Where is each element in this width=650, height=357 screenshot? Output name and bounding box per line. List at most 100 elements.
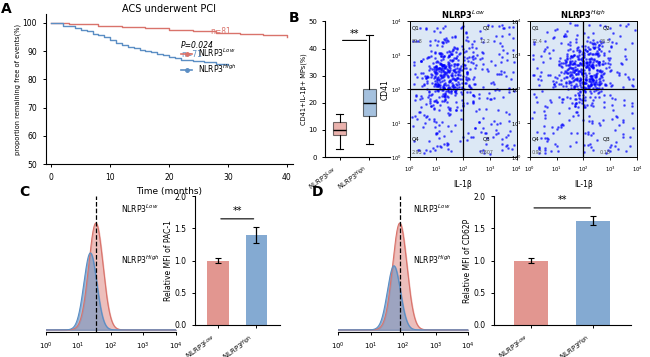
Point: [441, 82, 451, 87]
Point: [572, 66, 582, 72]
Point: [449, 67, 460, 72]
Y-axis label: proportion remaining free of events(%): proportion remaining free of events(%): [15, 24, 21, 155]
Point: [465, 85, 476, 91]
Point: [590, 79, 600, 85]
Point: [488, 134, 499, 140]
Point: [562, 28, 573, 34]
Point: [572, 47, 582, 52]
Point: [558, 60, 568, 66]
Point: [448, 47, 458, 53]
Point: [496, 60, 506, 65]
Point: [437, 83, 448, 89]
Text: C: C: [20, 186, 30, 200]
Point: [484, 97, 495, 102]
Point: [575, 80, 585, 86]
Point: [582, 102, 592, 107]
Point: [439, 71, 449, 76]
Point: [417, 84, 427, 89]
Text: 26.5: 26.5: [599, 39, 610, 44]
Point: [443, 52, 454, 58]
Point: [541, 136, 552, 141]
Point: [420, 74, 430, 79]
Point: [580, 43, 590, 49]
Point: [420, 121, 430, 126]
Point: [543, 72, 554, 78]
Point: [476, 35, 487, 41]
Point: [424, 149, 435, 154]
Point: [437, 62, 447, 67]
Point: [440, 23, 450, 29]
Point: [443, 146, 453, 152]
Y-axis label: Relative MFI of PAC-1: Relative MFI of PAC-1: [164, 220, 173, 301]
Point: [438, 54, 448, 59]
Point: [552, 148, 563, 154]
Point: [439, 86, 449, 91]
Point: [572, 62, 582, 68]
Point: [562, 41, 573, 47]
Point: [500, 143, 511, 149]
Point: [473, 91, 484, 97]
Point: [443, 88, 454, 94]
Point: [564, 61, 575, 67]
Point: [432, 77, 443, 83]
Point: [467, 92, 478, 98]
Point: [599, 60, 610, 65]
Point: [560, 31, 570, 37]
Point: [568, 52, 578, 58]
Point: [549, 27, 560, 33]
Point: [568, 49, 578, 54]
Point: [456, 25, 466, 31]
Point: [415, 94, 426, 99]
Point: [439, 91, 450, 97]
Point: [584, 62, 594, 68]
Point: [430, 88, 440, 94]
PathPatch shape: [363, 89, 376, 116]
Point: [445, 107, 455, 112]
Point: [584, 88, 595, 94]
Point: [468, 98, 478, 104]
Point: [609, 143, 619, 149]
Point: [508, 47, 519, 53]
Point: [590, 58, 601, 64]
X-axis label: Time (months): Time (months): [136, 187, 202, 196]
Point: [437, 86, 448, 91]
Point: [545, 99, 556, 105]
Point: [600, 23, 610, 29]
Text: Q4: Q4: [411, 137, 419, 142]
Point: [461, 49, 471, 54]
Point: [463, 54, 474, 60]
Point: [434, 82, 445, 88]
Point: [548, 78, 558, 84]
Point: [590, 74, 600, 80]
Point: [509, 88, 519, 94]
Point: [604, 49, 614, 54]
Point: [442, 72, 452, 78]
Point: [599, 81, 610, 87]
Point: [564, 65, 574, 71]
Point: [509, 59, 519, 65]
Point: [448, 55, 459, 60]
Point: [445, 79, 455, 84]
Point: [552, 26, 563, 32]
Point: [586, 76, 597, 82]
Point: [563, 70, 573, 76]
Point: [580, 80, 590, 86]
Point: [580, 74, 591, 80]
Point: [628, 83, 638, 89]
Point: [574, 68, 584, 74]
Point: [558, 122, 568, 128]
Point: [570, 139, 580, 145]
Point: [529, 91, 539, 97]
Point: [593, 89, 604, 95]
Point: [471, 62, 481, 67]
Point: [411, 92, 421, 98]
Point: [456, 89, 466, 95]
Text: **: **: [350, 29, 359, 39]
Point: [443, 38, 453, 44]
Point: [462, 137, 473, 143]
Point: [474, 119, 485, 125]
Point: [569, 61, 579, 66]
Point: [450, 55, 461, 61]
Point: [444, 60, 454, 66]
Point: [458, 135, 468, 140]
